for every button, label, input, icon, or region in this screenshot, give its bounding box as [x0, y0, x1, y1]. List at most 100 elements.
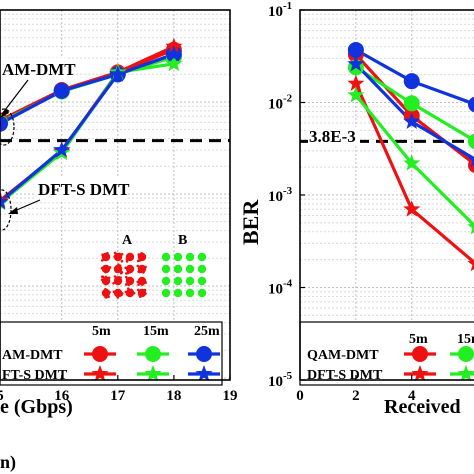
legend-marker-0-2 — [196, 346, 212, 362]
constellation-noise — [136, 288, 140, 292]
legend-dist-5m: 5m — [92, 324, 111, 339]
constellation-noise — [105, 254, 109, 258]
constellation-point — [197, 276, 207, 286]
legend-dist-15m: 15m — [143, 324, 169, 339]
y-tick-label: 10-1 — [268, 0, 292, 20]
constellation-noise — [104, 270, 107, 274]
constellation-noise — [144, 281, 147, 284]
constellation-point — [185, 276, 195, 286]
right-legend-row-qam: QAM-DMT — [307, 348, 379, 363]
constellation-noise — [112, 290, 116, 294]
constellation-noise — [108, 290, 111, 294]
constellation-noise — [117, 275, 121, 279]
constellation-noise — [117, 255, 120, 259]
y-tick-label: 10-2 — [268, 93, 293, 113]
dft-circle — [0, 189, 12, 231]
constellation-noise — [125, 272, 128, 275]
data-point-2-1 — [53, 82, 70, 99]
legend-marker-1-0 — [91, 365, 109, 382]
left-x-axis-label: e (Gbps) — [0, 396, 73, 418]
constellation-a — [100, 251, 147, 299]
constellation-point — [173, 288, 183, 298]
constellation-noise — [124, 266, 127, 270]
constellation-noise — [127, 254, 130, 257]
constellation-point — [173, 264, 183, 274]
data-point-4-0 — [347, 86, 365, 103]
constellation-noise — [124, 283, 128, 286]
constellation-noise — [124, 290, 128, 294]
constellation-noise — [125, 277, 129, 281]
constellation-noise — [125, 260, 129, 263]
x-tick-label: 0 — [296, 388, 304, 404]
x-tick-label: 2 — [352, 388, 360, 404]
legend-marker-0-1 — [458, 346, 474, 362]
constellation-noise — [116, 291, 120, 294]
legend-marker-1-1 — [144, 365, 162, 382]
constellation-noise — [142, 271, 145, 274]
y-tick-label: 10-5 — [268, 370, 293, 390]
data-point-2-2 — [468, 96, 474, 113]
qam-circle — [0, 108, 15, 146]
data-point-5-1 — [403, 112, 421, 129]
right-legend-markers — [404, 346, 474, 382]
threshold-label: 3.8E-3 — [309, 127, 356, 146]
x-tick-label: 16 — [54, 388, 70, 404]
constellation-point — [197, 288, 207, 298]
constellation-point — [197, 252, 207, 262]
constellation-point — [161, 264, 171, 274]
constellation-point — [173, 252, 183, 262]
x-tick-label: 5 — [0, 388, 4, 404]
constellation-noise — [115, 276, 119, 279]
constellation-noise — [138, 259, 141, 262]
constellation-noise — [128, 271, 131, 274]
y-tick-label: 10-4 — [268, 278, 293, 298]
constellation-noise — [114, 270, 118, 273]
x-tick-label: 19 — [223, 388, 238, 404]
data-point-4-2 — [467, 223, 474, 235]
constellation-noise — [116, 296, 120, 299]
constellation-noise — [127, 287, 130, 290]
constellation-noise — [118, 252, 121, 256]
x-tick-label: 18 — [166, 388, 181, 404]
constellation-point — [101, 276, 111, 286]
constellation-noise — [141, 267, 145, 271]
constellation-noise — [106, 251, 109, 255]
data-point-5-0 — [347, 55, 365, 72]
constellation-noise — [143, 288, 147, 292]
threshold-label-box — [308, 127, 360, 145]
right-legend-dist-15m: 15m — [457, 332, 474, 347]
legend-dist-25m: 25m — [194, 324, 220, 339]
constellation-noise — [114, 277, 117, 281]
x-tick-label: 4 — [408, 388, 416, 404]
constellation-inset: A B — [100, 233, 207, 299]
constellation-noise — [120, 293, 123, 297]
constellation-noise — [142, 279, 145, 283]
right-threshold-label-group: 3.8E-3 — [308, 127, 360, 146]
constellation-noise — [112, 282, 115, 285]
constellation-point — [185, 288, 195, 298]
constellation-point — [185, 264, 195, 274]
constellation-noise — [141, 290, 145, 294]
constellation-noise — [139, 290, 142, 294]
constellation-noise — [100, 275, 104, 278]
data-point-3-0 — [347, 74, 365, 91]
left-x-ticks: 5 16 17 18 19 — [0, 375, 238, 404]
constellation-point — [161, 276, 171, 286]
left-legend: 5m 15m 25m AM-DMT FT-S DMT — [0, 321, 223, 386]
constellation-noise — [117, 263, 120, 267]
legend-marker-0-0 — [92, 346, 108, 362]
constellation-noise — [108, 266, 112, 269]
data-point-4-3 — [165, 54, 183, 72]
right-legend-dist-5m: 5m — [409, 332, 428, 347]
right-plot — [300, 41, 474, 272]
right-legend: 5m 15m QAM-DMT DFT-S DMT — [299, 321, 474, 386]
constellation-noise — [115, 266, 118, 270]
constellation-noise — [130, 269, 133, 273]
data-point-2-0 — [0, 115, 8, 132]
constellation-noise — [125, 293, 129, 296]
constellation-noise — [120, 270, 124, 274]
constellation-noise — [105, 294, 109, 298]
constellation-point — [197, 264, 207, 274]
right-x-axis-label: Received — [384, 396, 461, 418]
